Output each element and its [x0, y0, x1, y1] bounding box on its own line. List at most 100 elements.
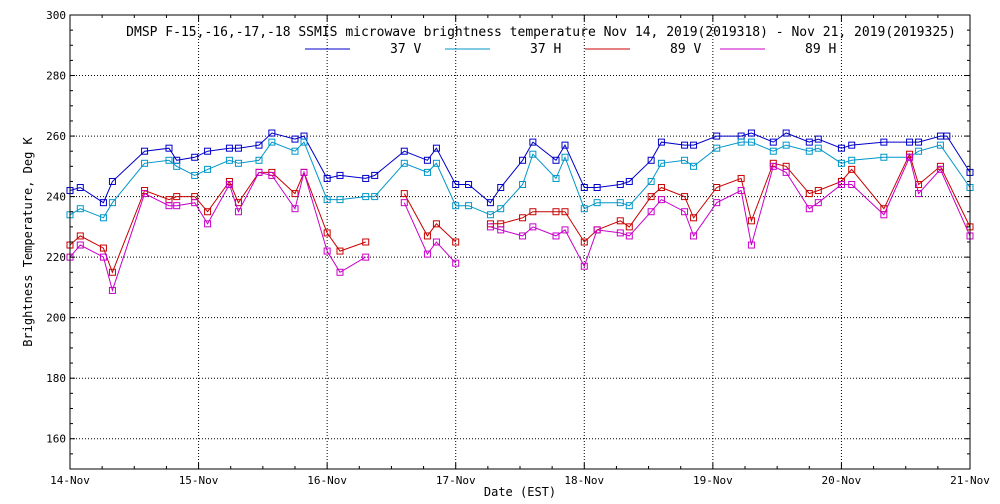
data-point — [747, 129, 755, 137]
data-point — [225, 156, 233, 164]
series-line — [69, 141, 971, 219]
x-tick-label: 18-Nov — [564, 474, 604, 487]
y-tick-label: 280 — [46, 70, 66, 83]
data-point — [681, 193, 689, 201]
data-point — [291, 147, 299, 155]
data-point — [225, 180, 233, 188]
data-point — [580, 238, 588, 246]
series-line — [490, 155, 971, 268]
data-point — [880, 211, 888, 219]
data-point — [519, 232, 527, 240]
data-point — [432, 144, 440, 152]
data-point — [452, 180, 460, 188]
data-point — [625, 177, 633, 185]
data-point — [814, 199, 822, 207]
legend-label: 37 V — [390, 42, 421, 57]
data-point — [805, 138, 813, 146]
data-point — [204, 220, 212, 228]
series-89-h — [66, 153, 974, 294]
data-point — [423, 168, 431, 176]
data-point — [552, 232, 560, 240]
data-point — [625, 202, 633, 210]
data-point — [552, 174, 560, 182]
y-tick-label: 300 — [46, 9, 66, 22]
data-point — [141, 159, 149, 167]
data-point — [713, 132, 721, 140]
data-point — [690, 141, 698, 149]
data-point — [690, 232, 698, 240]
data-point — [915, 138, 923, 146]
data-point — [561, 226, 569, 234]
series-line — [69, 171, 366, 274]
data-point — [713, 184, 721, 192]
x-tick-label: 21-Nov — [950, 474, 990, 487]
data-point — [747, 217, 755, 225]
data-point — [432, 159, 440, 167]
legend-label: 37 H — [530, 42, 561, 57]
series-37-v — [66, 129, 974, 207]
legend-label: 89 V — [670, 42, 701, 57]
data-point — [616, 217, 624, 225]
data-point — [99, 244, 107, 252]
data-point — [423, 156, 431, 164]
data-point — [593, 226, 601, 234]
data-point — [497, 226, 505, 234]
legend: 37 V 37 H 89 V 89 H — [305, 42, 836, 57]
series-line — [403, 202, 457, 264]
data-point — [191, 199, 199, 207]
x-axis-title: Date (EST) — [484, 485, 556, 499]
data-point — [616, 229, 624, 237]
data-point — [593, 199, 601, 207]
data-point — [782, 129, 790, 137]
data-point — [362, 253, 370, 261]
data-point — [552, 208, 560, 216]
data-point — [99, 214, 107, 222]
data-point — [647, 208, 655, 216]
data-point — [268, 138, 276, 146]
data-point — [255, 141, 263, 149]
data-point — [690, 162, 698, 170]
data-point — [681, 208, 689, 216]
y-tick-label: 200 — [46, 312, 66, 325]
data-point — [848, 141, 856, 149]
data-point — [291, 190, 299, 198]
data-point — [814, 187, 822, 195]
data-point — [580, 205, 588, 213]
data-point — [255, 156, 263, 164]
data-point — [204, 147, 212, 155]
data-point — [165, 144, 173, 152]
series-line — [490, 152, 971, 243]
data-point — [486, 211, 494, 219]
chart-title: DMSP F-15,-16,-17,-18 SSMIS microwave br… — [126, 25, 956, 40]
data-point — [234, 144, 242, 152]
data-point — [915, 190, 923, 198]
data-point — [657, 138, 665, 146]
data-point — [497, 205, 505, 213]
data-point — [336, 247, 344, 255]
data-point — [529, 150, 537, 158]
data-point — [519, 180, 527, 188]
data-point — [76, 241, 84, 249]
x-tick-label: 16-Nov — [307, 474, 347, 487]
data-point — [561, 153, 569, 161]
data-point — [848, 165, 856, 173]
data-point — [465, 202, 473, 210]
data-point — [805, 190, 813, 198]
data-point — [769, 162, 777, 170]
data-point — [552, 156, 560, 164]
data-point — [805, 147, 813, 155]
data-point — [943, 132, 951, 140]
grid — [70, 15, 970, 469]
data-point — [452, 259, 460, 267]
data-point — [423, 250, 431, 258]
x-tick-label: 17-Nov — [436, 474, 476, 487]
data-point — [837, 159, 845, 167]
data-point — [737, 187, 745, 195]
y-tick-label: 220 — [46, 251, 66, 264]
y-tick-label: 160 — [46, 433, 66, 446]
data-point — [371, 171, 379, 179]
data-point — [291, 135, 299, 143]
data-point — [452, 202, 460, 210]
data-point — [616, 199, 624, 207]
data-point — [191, 171, 199, 179]
